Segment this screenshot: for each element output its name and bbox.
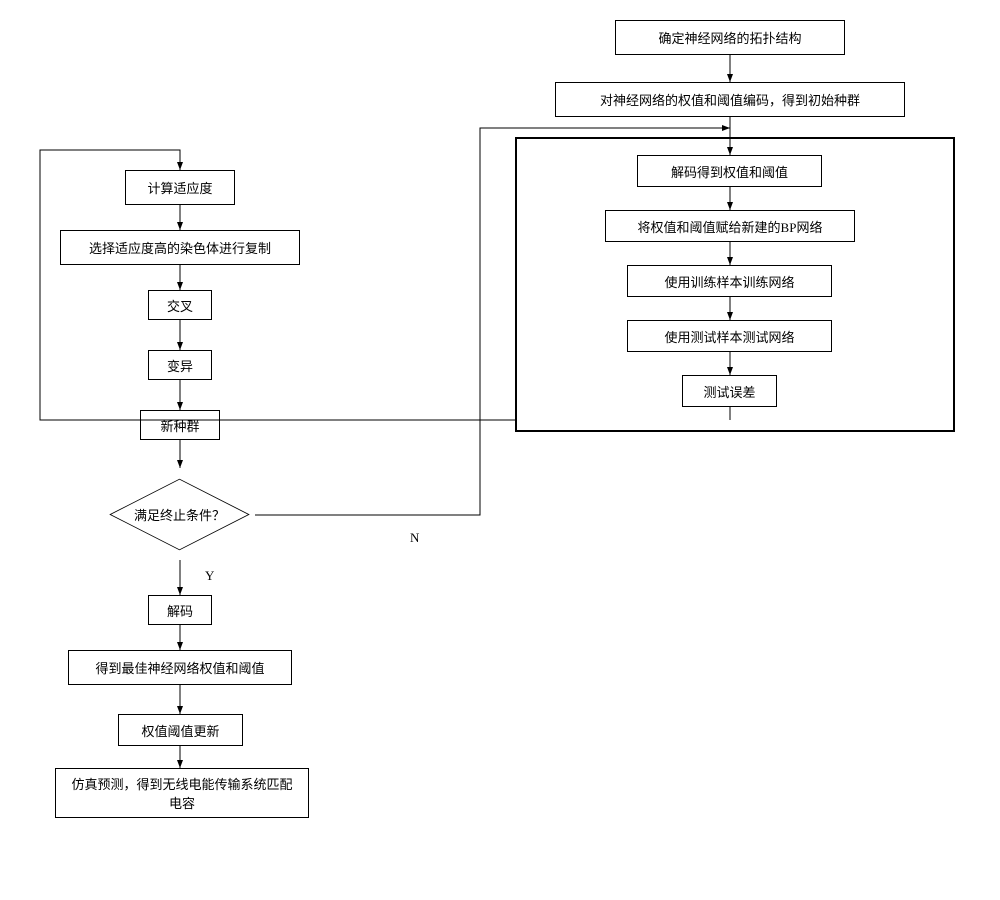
node-label: 新种群 — [160, 416, 199, 435]
node-decode: 解码 — [148, 595, 212, 625]
node-fitness: 计算适应度 — [125, 170, 235, 205]
node-label: 满足终止条件？ — [134, 505, 225, 524]
node-label: 仿真预测，得到无线电能传输系统匹配电容 — [70, 774, 294, 812]
node-encode: 对神经网络的权值和阈值编码，得到初始种群 — [555, 82, 905, 117]
node-label: 交叉 — [167, 296, 193, 315]
node-label: 解码 — [167, 601, 193, 620]
node-label: 对神经网络的权值和阈值编码，得到初始种群 — [600, 90, 860, 109]
node-assign-bp: 将权值和阈值赋给新建的BP网络 — [605, 210, 855, 242]
node-label: 使用测试样本测试网络 — [664, 327, 794, 346]
node-select: 选择适应度高的染色体进行复制 — [60, 230, 300, 265]
node-label: 测试误差 — [703, 382, 755, 401]
node-train: 使用训练样本训练网络 — [627, 265, 832, 297]
node-label: 选择适应度高的染色体进行复制 — [89, 238, 271, 257]
label-yes: Y — [205, 568, 214, 584]
node-label: 变异 — [167, 356, 193, 375]
node-label: 权值阈值更新 — [141, 721, 219, 740]
node-mutation: 变异 — [148, 350, 212, 380]
node-test: 使用测试样本测试网络 — [627, 320, 832, 352]
flow-arrows — [0, 0, 1000, 900]
node-best-weights: 得到最佳神经网络权值和阈值 — [68, 650, 292, 685]
node-topology: 确定神经网络的拓扑结构 — [615, 20, 845, 55]
node-decode-weights: 解码得到权值和阈值 — [637, 155, 822, 187]
node-terminate-decision: 满足终止条件？ — [142, 477, 217, 552]
node-label: 确定神经网络的拓扑结构 — [658, 28, 801, 47]
node-label: 使用训练样本训练网络 — [664, 272, 794, 291]
node-crossover: 交叉 — [148, 290, 212, 320]
node-label: 得到最佳神经网络权值和阈值 — [95, 658, 264, 677]
node-simulate: 仿真预测，得到无线电能传输系统匹配电容 — [55, 768, 309, 818]
label-no: N — [410, 530, 419, 546]
node-error: 测试误差 — [682, 375, 777, 407]
node-label: 计算适应度 — [147, 178, 212, 197]
node-label: 将权值和阈值赋给新建的BP网络 — [638, 217, 823, 236]
node-update-weights: 权值阈值更新 — [118, 714, 243, 746]
node-new-pop: 新种群 — [140, 410, 220, 440]
node-label: 解码得到权值和阈值 — [671, 162, 788, 181]
